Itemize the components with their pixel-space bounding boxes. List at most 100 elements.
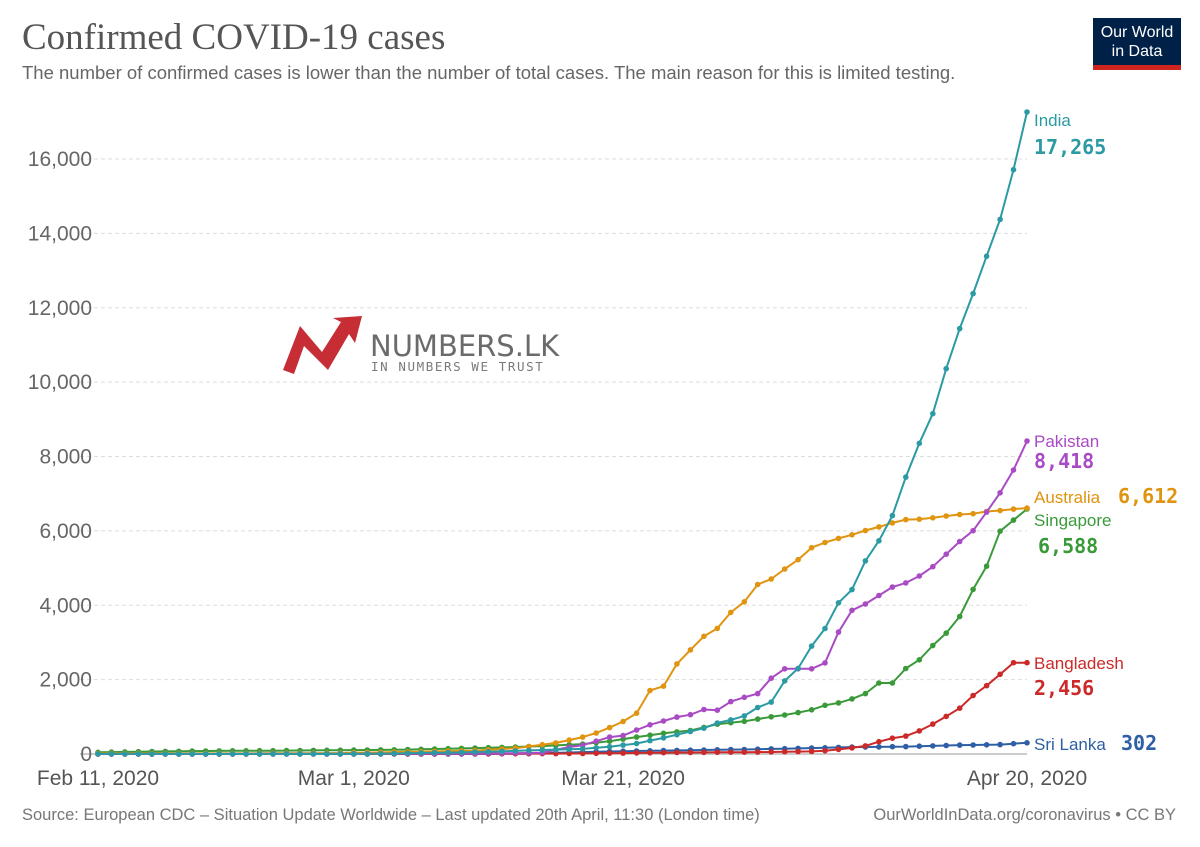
data-point[interactable] — [997, 528, 1003, 534]
data-point[interactable] — [997, 671, 1003, 678]
data-point[interactable] — [593, 745, 599, 751]
data-point[interactable] — [337, 751, 344, 757]
data-point[interactable] — [741, 749, 748, 755]
data-point[interactable] — [714, 707, 721, 713]
data-point[interactable] — [862, 690, 869, 697]
data-point[interactable] — [526, 747, 532, 754]
data-point[interactable] — [781, 712, 788, 718]
data-point[interactable] — [539, 747, 546, 753]
data-point[interactable] — [916, 743, 923, 749]
series-australia[interactable] — [95, 505, 1030, 757]
data-point[interactable] — [674, 661, 680, 667]
data-point[interactable] — [768, 749, 774, 755]
data-point[interactable] — [647, 732, 653, 738]
data-point[interactable] — [956, 613, 963, 620]
data-point[interactable] — [674, 731, 680, 738]
data-point[interactable] — [956, 538, 963, 545]
data-point[interactable] — [1024, 109, 1030, 115]
data-point[interactable] — [324, 751, 330, 757]
series-india[interactable] — [95, 109, 1030, 757]
data-point[interactable] — [876, 592, 882, 599]
data-point[interactable] — [916, 516, 923, 522]
data-point[interactable] — [606, 734, 613, 740]
data-point[interactable] — [701, 706, 707, 713]
data-point[interactable] — [808, 544, 815, 551]
data-point[interactable] — [1010, 467, 1017, 473]
data-point[interactable] — [876, 738, 882, 745]
data-point[interactable] — [943, 742, 949, 749]
data-point[interactable] — [445, 749, 451, 756]
data-point[interactable] — [930, 515, 936, 521]
data-point[interactable] — [903, 474, 909, 480]
data-point[interactable] — [701, 749, 707, 756]
data-point[interactable] — [526, 743, 532, 750]
data-point[interactable] — [916, 728, 923, 734]
data-point[interactable] — [377, 751, 384, 757]
data-point[interactable] — [795, 748, 801, 755]
data-point[interactable] — [95, 751, 101, 757]
data-point[interactable] — [149, 751, 155, 757]
data-point[interactable] — [122, 751, 128, 757]
data-point[interactable] — [862, 743, 869, 749]
data-point[interactable] — [633, 710, 640, 716]
data-point[interactable] — [620, 750, 626, 756]
data-point[interactable] — [485, 748, 492, 755]
data-point[interactable] — [970, 527, 976, 534]
data-point[interactable] — [714, 749, 721, 756]
data-point[interactable] — [647, 737, 653, 744]
data-point[interactable] — [687, 749, 694, 756]
data-point[interactable] — [970, 290, 976, 297]
data-point[interactable] — [876, 538, 882, 544]
data-point[interactable] — [997, 507, 1003, 514]
data-point[interactable] — [849, 532, 855, 538]
data-point[interactable] — [579, 746, 586, 752]
data-point[interactable] — [176, 751, 182, 757]
data-point[interactable] — [754, 749, 761, 755]
data-point[interactable] — [216, 751, 222, 757]
data-point[interactable] — [674, 749, 680, 756]
data-point[interactable] — [660, 749, 667, 756]
data-point[interactable] — [943, 551, 949, 557]
data-point[interactable] — [997, 741, 1003, 748]
data-point[interactable] — [647, 722, 653, 728]
data-point[interactable] — [633, 750, 640, 756]
data-point[interactable] — [499, 748, 505, 755]
data-point[interactable] — [889, 680, 896, 686]
data-point[interactable] — [781, 666, 788, 672]
data-point[interactable] — [539, 741, 546, 748]
data-point[interactable] — [930, 721, 936, 727]
data-point[interactable] — [243, 751, 249, 757]
data-point[interactable] — [889, 520, 896, 526]
data-point[interactable] — [822, 747, 828, 754]
data-point[interactable] — [916, 440, 923, 447]
data-point[interactable] — [620, 718, 626, 725]
data-point[interactable] — [660, 683, 667, 689]
data-point[interactable] — [754, 690, 761, 697]
data-point[interactable] — [768, 714, 774, 720]
owid-logo[interactable]: Our World in Data — [1093, 18, 1181, 70]
data-point[interactable] — [1010, 740, 1017, 747]
data-point[interactable] — [754, 704, 761, 711]
data-point[interactable] — [835, 535, 842, 542]
data-point[interactable] — [741, 718, 748, 725]
data-point[interactable] — [970, 692, 976, 699]
data-point[interactable] — [903, 580, 909, 586]
data-point[interactable] — [660, 718, 667, 724]
data-point[interactable] — [889, 512, 896, 519]
series-pakistan[interactable] — [95, 438, 1030, 757]
data-point[interactable] — [781, 749, 788, 755]
data-point[interactable] — [310, 751, 317, 757]
data-point[interactable] — [956, 742, 963, 748]
series-line[interactable] — [98, 661, 1027, 755]
data-point[interactable] — [903, 733, 909, 739]
series-line[interactable] — [98, 507, 1028, 755]
data-point[interactable] — [593, 750, 599, 757]
data-point[interactable] — [364, 751, 371, 757]
data-point[interactable] — [808, 707, 815, 713]
footer-link[interactable]: OurWorldInData.org/coronavirus • CC BY — [873, 806, 1176, 824]
data-point[interactable] — [956, 705, 963, 711]
data-point[interactable] — [849, 696, 855, 702]
data-point[interactable] — [579, 734, 586, 740]
data-point[interactable] — [512, 748, 519, 754]
series-line[interactable] — [97, 508, 1028, 754]
